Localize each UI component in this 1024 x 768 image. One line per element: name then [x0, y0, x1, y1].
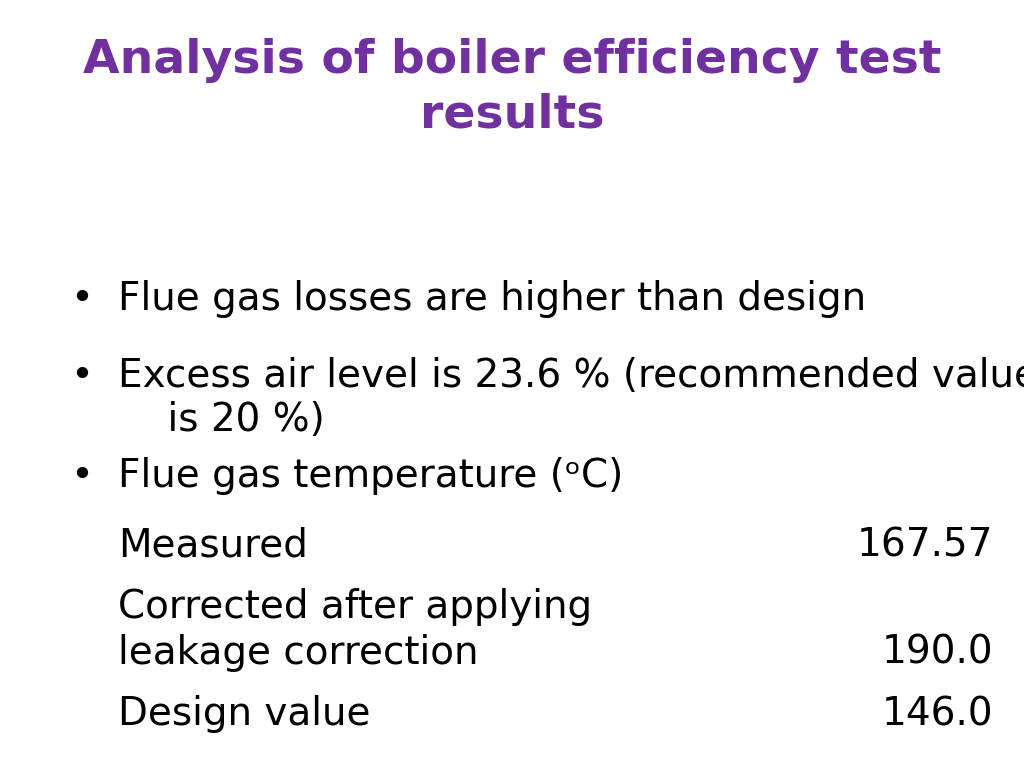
Text: •: •	[71, 457, 93, 495]
Text: •: •	[71, 280, 93, 318]
Text: 167.57: 167.57	[857, 526, 993, 564]
Text: Flue gas temperature (ᵒC): Flue gas temperature (ᵒC)	[118, 457, 623, 495]
Text: Analysis of boiler efficiency test
results: Analysis of boiler efficiency test resul…	[83, 38, 941, 137]
Text: •: •	[71, 357, 93, 395]
Text: 190.0: 190.0	[882, 634, 993, 671]
Text: Measured: Measured	[118, 526, 307, 564]
Text: Flue gas losses are higher than design: Flue gas losses are higher than design	[118, 280, 866, 318]
Text: Corrected after applying: Corrected after applying	[118, 588, 592, 625]
Text: 146.0: 146.0	[882, 695, 993, 733]
Text: Design value: Design value	[118, 695, 371, 733]
Text: Excess air level is 23.6 % (recommended value
    is 20 %): Excess air level is 23.6 % (recommended …	[118, 357, 1024, 439]
Text: leakage correction: leakage correction	[118, 634, 478, 671]
